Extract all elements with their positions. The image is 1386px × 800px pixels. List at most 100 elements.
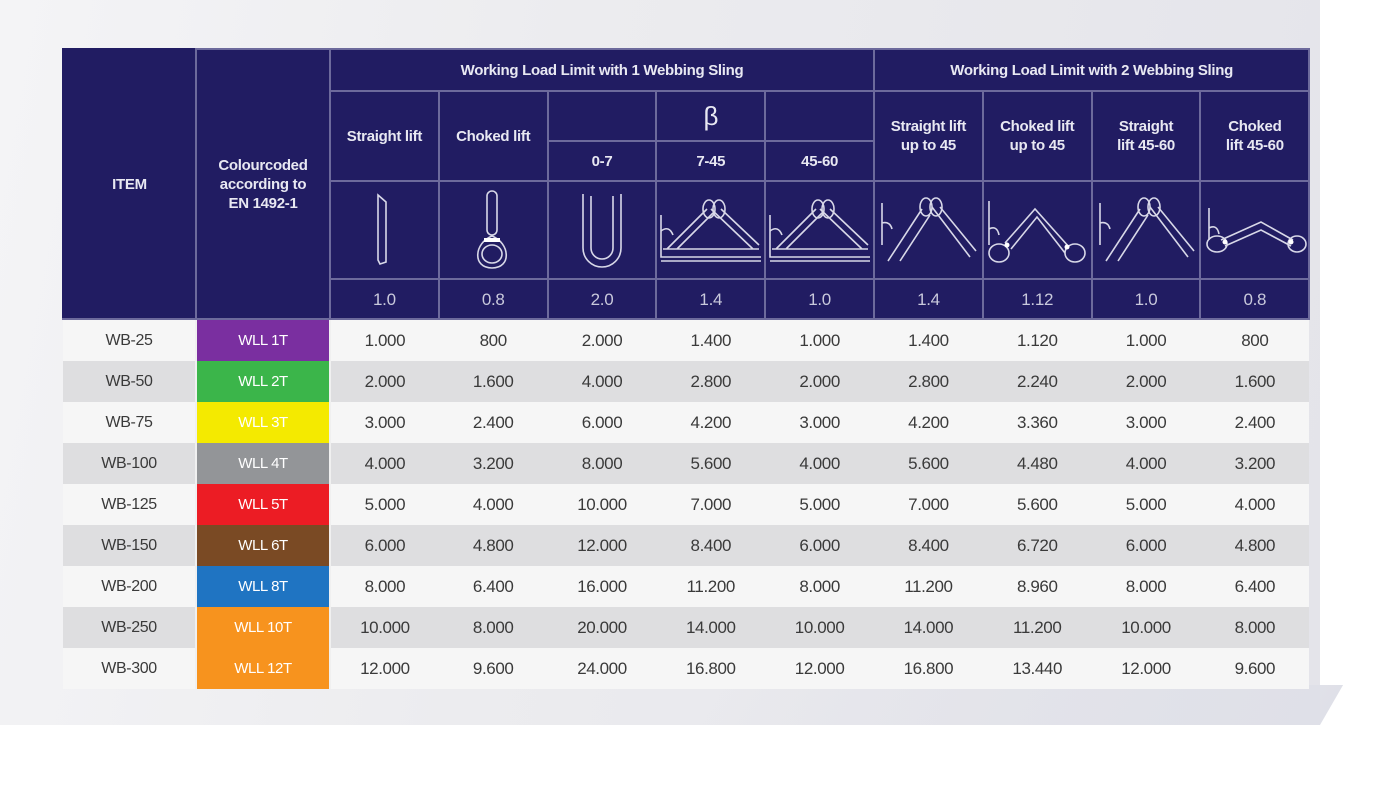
load-value: 1.000 xyxy=(765,319,875,361)
item-code: WB-100 xyxy=(63,443,196,484)
item-code: WB-125 xyxy=(63,484,196,525)
header-2-straight-45-60: Straight lift 45-60 xyxy=(1090,90,1202,182)
header-empty xyxy=(764,90,876,142)
header-straight-lift: Straight lift xyxy=(329,90,440,182)
load-value: 2.000 xyxy=(1091,361,1201,402)
colour-code-badge: WLL 10T xyxy=(195,607,331,648)
load-value: 8.000 xyxy=(1091,566,1201,607)
header-empty xyxy=(546,90,658,142)
item-code: WB-75 xyxy=(63,402,196,443)
load-value: 8.400 xyxy=(874,525,983,566)
load-value: 11.200 xyxy=(982,607,1092,648)
load-value: 3.360 xyxy=(982,402,1092,443)
load-value: 6.000 xyxy=(765,525,875,566)
load-value: 2.000 xyxy=(330,361,439,402)
load-value: 5.600 xyxy=(874,443,983,484)
load-factor: 0.8 xyxy=(1199,278,1311,320)
colour-code-badge: WLL 1T xyxy=(195,319,331,361)
header-2-choked-up-to-45: Choked lift up to 45 xyxy=(981,90,1093,182)
load-value: 5.000 xyxy=(1091,484,1201,525)
item-code: WB-250 xyxy=(63,607,196,648)
load-value: 2.000 xyxy=(765,361,875,402)
colour-code-badge: WLL 5T xyxy=(195,484,331,525)
load-value: 8.000 xyxy=(1200,607,1310,648)
load-value: 10.000 xyxy=(330,607,439,648)
load-value: 11.200 xyxy=(874,566,983,607)
load-value: 9.600 xyxy=(1200,648,1310,689)
table-row: WB-50 WLL 2T 2.000 1.600 4.000 2.800 2.000 2.80… xyxy=(63,361,1310,402)
load-value: 9.600 xyxy=(438,648,548,689)
load-value: 2.400 xyxy=(1200,402,1310,443)
table-row: WB-75 WLL 3T 3.000 2.400 6.000 4.200 3.000 4.20… xyxy=(63,402,1310,443)
load-factor: 1.0 xyxy=(1090,278,1202,320)
load-value: 6.000 xyxy=(1091,525,1201,566)
basket-angle-icon xyxy=(655,180,767,280)
item-code: WB-200 xyxy=(63,566,196,607)
table-row: WB-100 WLL 4T 4.000 3.200 8.000 5.600 4.000 5.6… xyxy=(63,443,1310,484)
colour-code-badge: WLL 4T xyxy=(195,443,331,484)
header-2-choked-45-60: Choked lift 45-60 xyxy=(1199,90,1311,182)
load-value: 4.200 xyxy=(874,402,983,443)
two-leg-choked-flat-icon xyxy=(1199,180,1311,280)
load-value: 1.000 xyxy=(330,319,439,361)
header-group-2-sling: Working Load Limit with 2 Webbing Sling xyxy=(873,48,1311,92)
load-factor: 1.4 xyxy=(655,278,767,320)
load-value: 4.000 xyxy=(547,361,657,402)
load-value: 8.000 xyxy=(765,566,875,607)
load-value: 2.800 xyxy=(656,361,766,402)
load-value: 8.000 xyxy=(330,566,439,607)
load-value: 8.400 xyxy=(656,525,766,566)
load-value: 3.200 xyxy=(438,443,548,484)
load-value: 5.000 xyxy=(330,484,439,525)
load-factor: 2.0 xyxy=(546,278,658,320)
load-value: 6.000 xyxy=(547,402,657,443)
load-value: 4.000 xyxy=(765,443,875,484)
load-factor: 1.12 xyxy=(981,278,1093,320)
load-value: 4.000 xyxy=(1091,443,1201,484)
item-code: WB-25 xyxy=(63,319,196,361)
load-value: 1.400 xyxy=(656,319,766,361)
load-value: 1.120 xyxy=(982,319,1092,361)
header-colourcoded: Colourcoded according to EN 1492-1 xyxy=(195,48,331,320)
table-row: WB-200 WLL 8T 8.000 6.400 16.000 11.200 8.000 1… xyxy=(63,566,1310,607)
load-value: 11.200 xyxy=(656,566,766,607)
item-code: WB-300 xyxy=(63,648,196,689)
load-value: 2.800 xyxy=(874,361,983,402)
item-code: WB-50 xyxy=(63,361,196,402)
header-2-straight-up-to-45: Straight lift up to 45 xyxy=(873,90,984,182)
load-value: 3.200 xyxy=(1200,443,1310,484)
load-value: 10.000 xyxy=(1091,607,1201,648)
load-value: 12.000 xyxy=(547,525,657,566)
colour-code-badge: WLL 3T xyxy=(195,402,331,443)
load-value: 4.200 xyxy=(656,402,766,443)
header-group-1-sling: Working Load Limit with 1 Webbing Sling xyxy=(328,48,876,92)
load-value: 2.240 xyxy=(982,361,1092,402)
load-value: 6.400 xyxy=(1200,566,1310,607)
header-angle-45-60: 45-60 xyxy=(764,140,876,182)
load-value: 5.000 xyxy=(765,484,875,525)
load-value: 12.000 xyxy=(1091,648,1201,689)
load-value: 6.720 xyxy=(982,525,1092,566)
colour-code-badge: WLL 12T xyxy=(195,648,331,689)
load-value: 10.000 xyxy=(547,484,657,525)
load-factor: 1.0 xyxy=(764,278,876,320)
load-value: 24.000 xyxy=(547,648,657,689)
header-beta-angle: β xyxy=(655,90,767,142)
two-leg-straight-icon xyxy=(873,180,984,280)
load-value: 4.800 xyxy=(438,525,548,566)
choked-lift-icon xyxy=(437,180,549,280)
table-row: WB-300 WLL 12T 12.000 9.600 24.000 16.800 12.0… xyxy=(63,648,1310,689)
load-value: 2.000 xyxy=(547,319,657,361)
load-factor: 1.0 xyxy=(329,278,440,320)
header-angle-7-45: 7-45 xyxy=(655,140,767,182)
load-value: 5.600 xyxy=(656,443,766,484)
load-value: 800 xyxy=(1200,319,1310,361)
load-value: 4.480 xyxy=(982,443,1092,484)
load-value: 6.000 xyxy=(330,525,439,566)
load-value: 2.400 xyxy=(438,402,548,443)
load-value: 6.400 xyxy=(438,566,548,607)
basket-lift-icon xyxy=(546,180,658,280)
load-value: 4.000 xyxy=(438,484,548,525)
two-leg-straight-icon xyxy=(1090,180,1202,280)
header-angle-0-7: 0-7 xyxy=(546,140,658,182)
